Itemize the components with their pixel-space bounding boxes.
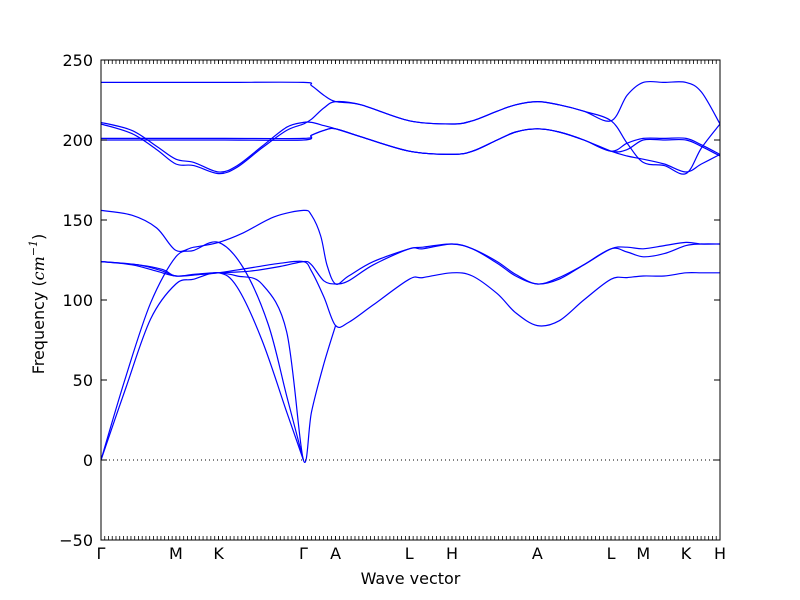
x-tick-label: A [330, 544, 341, 563]
x-tick-label: K [681, 544, 692, 563]
x-tick-label: L [607, 544, 616, 563]
x-tick-label: M [169, 544, 183, 563]
series-line-10 [101, 127, 721, 156]
y-tick-label: 50 [73, 371, 93, 390]
y-axis-label: Frequency (cm−1) [27, 234, 48, 375]
x-axis-label: Wave vector [361, 569, 461, 588]
y-axis-ticks: −50 0 50 100 150 200 250 [59, 51, 720, 550]
y-tick-label: 250 [62, 51, 93, 70]
x-tick-label: H [714, 544, 726, 563]
x-tick-label: Γ [97, 544, 106, 563]
x-tick-label: M [636, 544, 650, 563]
series-line-1 [100, 272, 304, 461]
y-tick-label: 100 [62, 291, 93, 310]
x-tick-label: A [532, 544, 543, 563]
y-axis-label-prefix: Frequency ( [29, 280, 48, 374]
series-line-6 [100, 261, 337, 463]
series-lines [100, 80, 721, 463]
series-line-3 [100, 260, 720, 329]
plot-frame [100, 59, 721, 541]
y-tick-label: −50 [59, 531, 93, 550]
series-line-8 [100, 121, 721, 173]
y-tick-label: 150 [62, 211, 93, 230]
y-tick-label: 0 [83, 451, 93, 470]
x-tick-label: H [446, 544, 458, 563]
y-tick-label: 200 [62, 131, 93, 150]
y-axis-label-suffix: ) [29, 234, 48, 240]
y-axis-label-unit: cm [29, 256, 48, 280]
series-line-7 [100, 80, 721, 125]
series-line-11 [101, 127, 721, 157]
y-axis-label-exponent: −1 [27, 240, 40, 256]
series-line-5 [100, 209, 721, 285]
x-tick-label: L [405, 544, 414, 563]
x-tick-label: K [213, 544, 224, 563]
series-line-9 [100, 100, 721, 175]
x-tick-label: Γ [299, 544, 308, 563]
